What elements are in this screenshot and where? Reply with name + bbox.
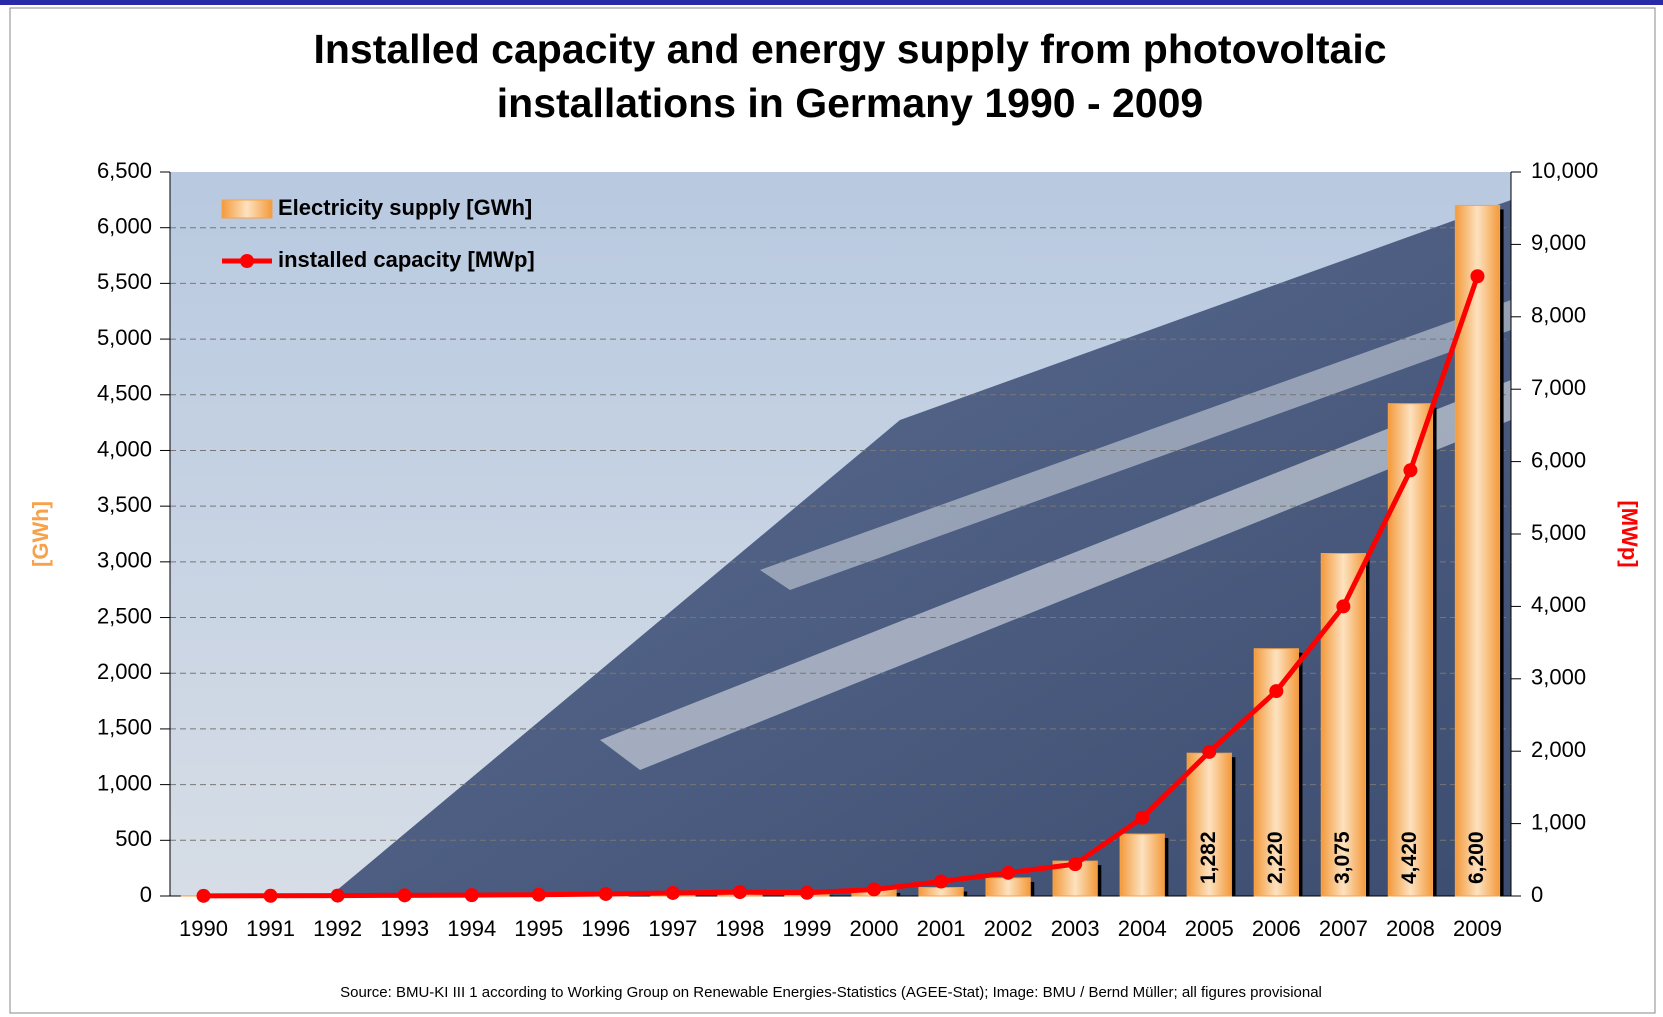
x-tick-label: 2002 bbox=[984, 916, 1033, 941]
line-point bbox=[1202, 745, 1216, 759]
y-tick-label: 6,000 bbox=[97, 214, 152, 239]
bar bbox=[1455, 205, 1499, 896]
line-point bbox=[666, 886, 680, 900]
x-tick-label: 1996 bbox=[581, 916, 630, 941]
line-point bbox=[398, 888, 412, 902]
bar bbox=[1120, 834, 1164, 896]
legend-label: installed capacity [MWp] bbox=[278, 247, 535, 272]
x-tick-label: 2009 bbox=[1453, 916, 1502, 941]
y-tick-label: 0 bbox=[140, 882, 152, 907]
y-tick-label: 6,500 bbox=[97, 158, 152, 183]
x-tick-label: 1994 bbox=[447, 916, 496, 941]
chart: [GWh] [MWp] Source: BMU-KI III 1 accordi… bbox=[0, 0, 1663, 1017]
line-point bbox=[1269, 684, 1283, 698]
x-tick-label: 2008 bbox=[1386, 916, 1435, 941]
x-tick-label: 1993 bbox=[380, 916, 429, 941]
line-point bbox=[733, 885, 747, 899]
x-tick-label: 1995 bbox=[514, 916, 563, 941]
source-note: Source: BMU-KI III 1 according to Workin… bbox=[340, 984, 1322, 1001]
x-tick-label: 2007 bbox=[1319, 916, 1368, 941]
data-label: 4,420 bbox=[1398, 831, 1421, 884]
y2-axis-label: [MWp] bbox=[1617, 500, 1642, 567]
y-tick-label: 5,500 bbox=[97, 269, 152, 294]
y-tick-label: 1,500 bbox=[97, 715, 152, 740]
y-tick-label: 4,500 bbox=[97, 381, 152, 406]
x-tick-label: 1992 bbox=[313, 916, 362, 941]
y2-tick-label: 4,000 bbox=[1531, 592, 1586, 617]
x-tick-label: 2004 bbox=[1118, 916, 1167, 941]
x-tick-label: 2001 bbox=[917, 916, 966, 941]
y2-tick-label: 3,000 bbox=[1531, 665, 1586, 690]
line-point bbox=[934, 875, 948, 889]
top-border bbox=[0, 0, 1663, 5]
line-point bbox=[1403, 463, 1417, 477]
line-point bbox=[331, 889, 345, 903]
x-tick-label: 2003 bbox=[1051, 916, 1100, 941]
data-label: 2,220 bbox=[1264, 831, 1287, 884]
line-point bbox=[867, 882, 881, 896]
legend-swatch bbox=[222, 200, 272, 218]
x-tick-label: 2000 bbox=[850, 916, 899, 941]
line-point bbox=[197, 889, 211, 903]
line-point bbox=[800, 886, 814, 900]
x-tick-label: 1990 bbox=[179, 916, 228, 941]
line-point bbox=[1470, 269, 1484, 283]
legend-swatch bbox=[240, 254, 254, 268]
x-tick-label: 1999 bbox=[782, 916, 831, 941]
bar bbox=[919, 888, 963, 896]
line-point bbox=[1068, 857, 1082, 871]
y2-tick-label: 8,000 bbox=[1531, 303, 1586, 328]
bar bbox=[986, 878, 1030, 896]
y2-tick-label: 7,000 bbox=[1531, 375, 1586, 400]
y-tick-label: 1,000 bbox=[97, 770, 152, 795]
line-point bbox=[1001, 866, 1015, 880]
line-point bbox=[599, 887, 613, 901]
legend-label: Electricity supply [GWh] bbox=[278, 195, 532, 220]
y-tick-label: 2,500 bbox=[97, 603, 152, 628]
data-label: 3,075 bbox=[1331, 831, 1354, 884]
line-point bbox=[264, 889, 278, 903]
y-tick-label: 4,000 bbox=[97, 436, 152, 461]
data-label: 1,282 bbox=[1197, 831, 1220, 884]
y2-tick-label: 0 bbox=[1531, 882, 1543, 907]
y-tick-label: 5,000 bbox=[97, 325, 152, 350]
x-tick-label: 1991 bbox=[246, 916, 295, 941]
x-tick-label: 1998 bbox=[715, 916, 764, 941]
page: [GWh] [MWp] Source: BMU-KI III 1 accordi… bbox=[0, 0, 1663, 1017]
y2-tick-label: 6,000 bbox=[1531, 447, 1586, 472]
y-tick-label: 2,000 bbox=[97, 659, 152, 684]
line-point bbox=[1135, 811, 1149, 825]
line-point bbox=[465, 888, 479, 902]
y2-tick-label: 9,000 bbox=[1531, 230, 1586, 255]
y2-tick-label: 5,000 bbox=[1531, 520, 1586, 545]
line-point bbox=[532, 888, 546, 902]
x-tick-label: 2006 bbox=[1252, 916, 1301, 941]
y-tick-label: 500 bbox=[115, 826, 152, 851]
x-tick-label: 2005 bbox=[1185, 916, 1234, 941]
y-tick-label: 3,500 bbox=[97, 492, 152, 517]
y2-tick-label: 10,000 bbox=[1531, 158, 1598, 183]
data-label: 6,200 bbox=[1465, 831, 1488, 884]
x-tick-label: 1997 bbox=[648, 916, 697, 941]
y-axis-label: [GWh] bbox=[28, 501, 53, 567]
bar bbox=[1388, 404, 1432, 896]
chart-title: Installed capacity and energy supply fro… bbox=[200, 22, 1500, 130]
y2-tick-label: 1,000 bbox=[1531, 809, 1586, 834]
y2-tick-label: 2,000 bbox=[1531, 737, 1586, 762]
y-tick-label: 3,000 bbox=[97, 548, 152, 573]
line-point bbox=[1336, 599, 1350, 613]
